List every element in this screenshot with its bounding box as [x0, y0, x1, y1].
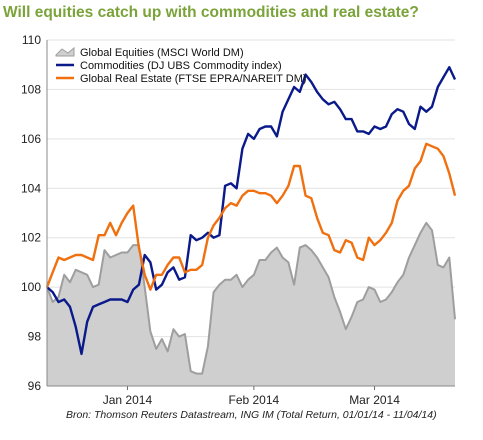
equities-area-fill [47, 222, 455, 386]
legend-swatch-equities [55, 46, 75, 57]
y-tick-label: 104 [21, 181, 41, 195]
chart-title: Will equities catch up with commodities … [3, 4, 419, 21]
y-tick-label: 96 [28, 379, 42, 393]
equities-area [46, 221, 456, 386]
legend: Global Equities (MSCI World DM)Commoditi… [55, 46, 307, 85]
y-tick-label: 106 [21, 132, 41, 146]
x-tick-label: Jan 2014 [103, 393, 153, 407]
y-tick-label: 98 [28, 330, 42, 344]
axes: 96 98 100 102 104 106 108 110 Jan 2014 Feb 2014 Ma… [21, 33, 455, 407]
x-tick-label: Feb 2014 [229, 393, 280, 407]
legend-label: Global Real Estate (FTSE EPRA/NAREIT DM) [80, 73, 307, 85]
legend-label: Global Equities (MSCI World DM) [80, 47, 244, 59]
x-tick-label: Mar 2014 [349, 393, 400, 407]
y-tick-label: 100 [21, 280, 41, 294]
series-lines [45, 65, 457, 356]
equities-line [46, 221, 456, 375]
real-estate-line [45, 142, 457, 291]
y-tick-label: 102 [21, 231, 41, 245]
source-note: Bron: Thomson Reuters Datastream, ING IM… [66, 409, 437, 421]
legend-label: Commodities (DJ UBS Commodity index) [80, 60, 282, 72]
y-tick-label: 108 [21, 82, 41, 96]
commodities-line [46, 65, 457, 356]
y-tick-label: 110 [22, 33, 41, 47]
